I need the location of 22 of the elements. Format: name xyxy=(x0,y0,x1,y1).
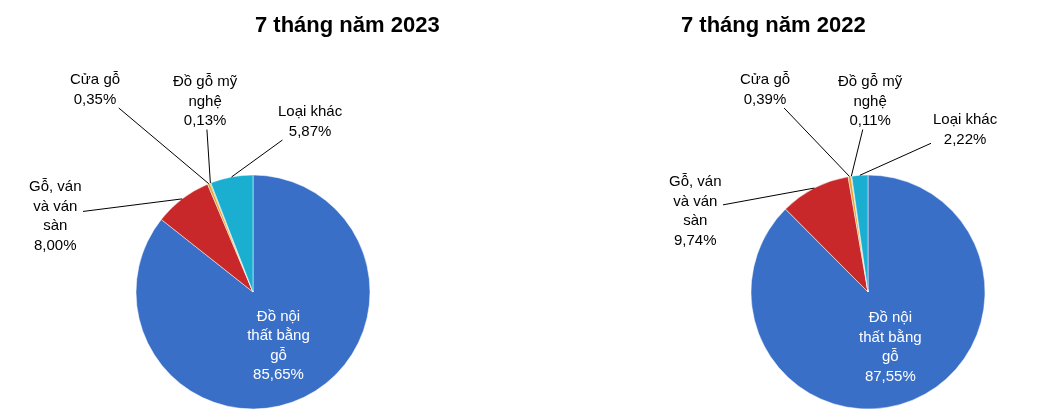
data-label: 87,55% xyxy=(864,366,916,384)
data-label: 85,65% xyxy=(253,365,304,383)
chart-title: 7 tháng năm 2022 xyxy=(681,12,866,37)
data-label: 9,74% xyxy=(673,230,717,248)
slice-label: Đồ gỗ mỹ nghệ xyxy=(173,72,238,109)
slice-label: Gỗ, ván và ván sàn xyxy=(29,177,82,233)
data-label: 0,13% xyxy=(183,111,227,128)
slice-label: Đồ nội thất bằng gỗ xyxy=(247,306,310,363)
slice-label: Loại khác xyxy=(933,110,998,127)
slice-label: Đồ nội thất bằng gỗ xyxy=(859,308,922,365)
data-label: 8,00% xyxy=(33,235,77,253)
data-label: 0,35% xyxy=(73,89,117,107)
slice-label: Gỗ, ván và ván sàn xyxy=(669,172,722,228)
slice-label: Cửa gỗ xyxy=(740,70,791,87)
slice-label: Loại khác xyxy=(278,102,343,119)
data-label: 2,22% xyxy=(943,129,987,147)
data-label: 0,11% xyxy=(849,111,891,128)
slice-label: Cửa gỗ xyxy=(70,70,121,87)
data-label: 0,39% xyxy=(743,89,787,107)
chart-title: 7 tháng năm 2023 xyxy=(255,12,440,37)
data-label: 5,87% xyxy=(288,121,332,139)
slice-label: Đồ gỗ mỹ nghệ xyxy=(838,72,903,109)
